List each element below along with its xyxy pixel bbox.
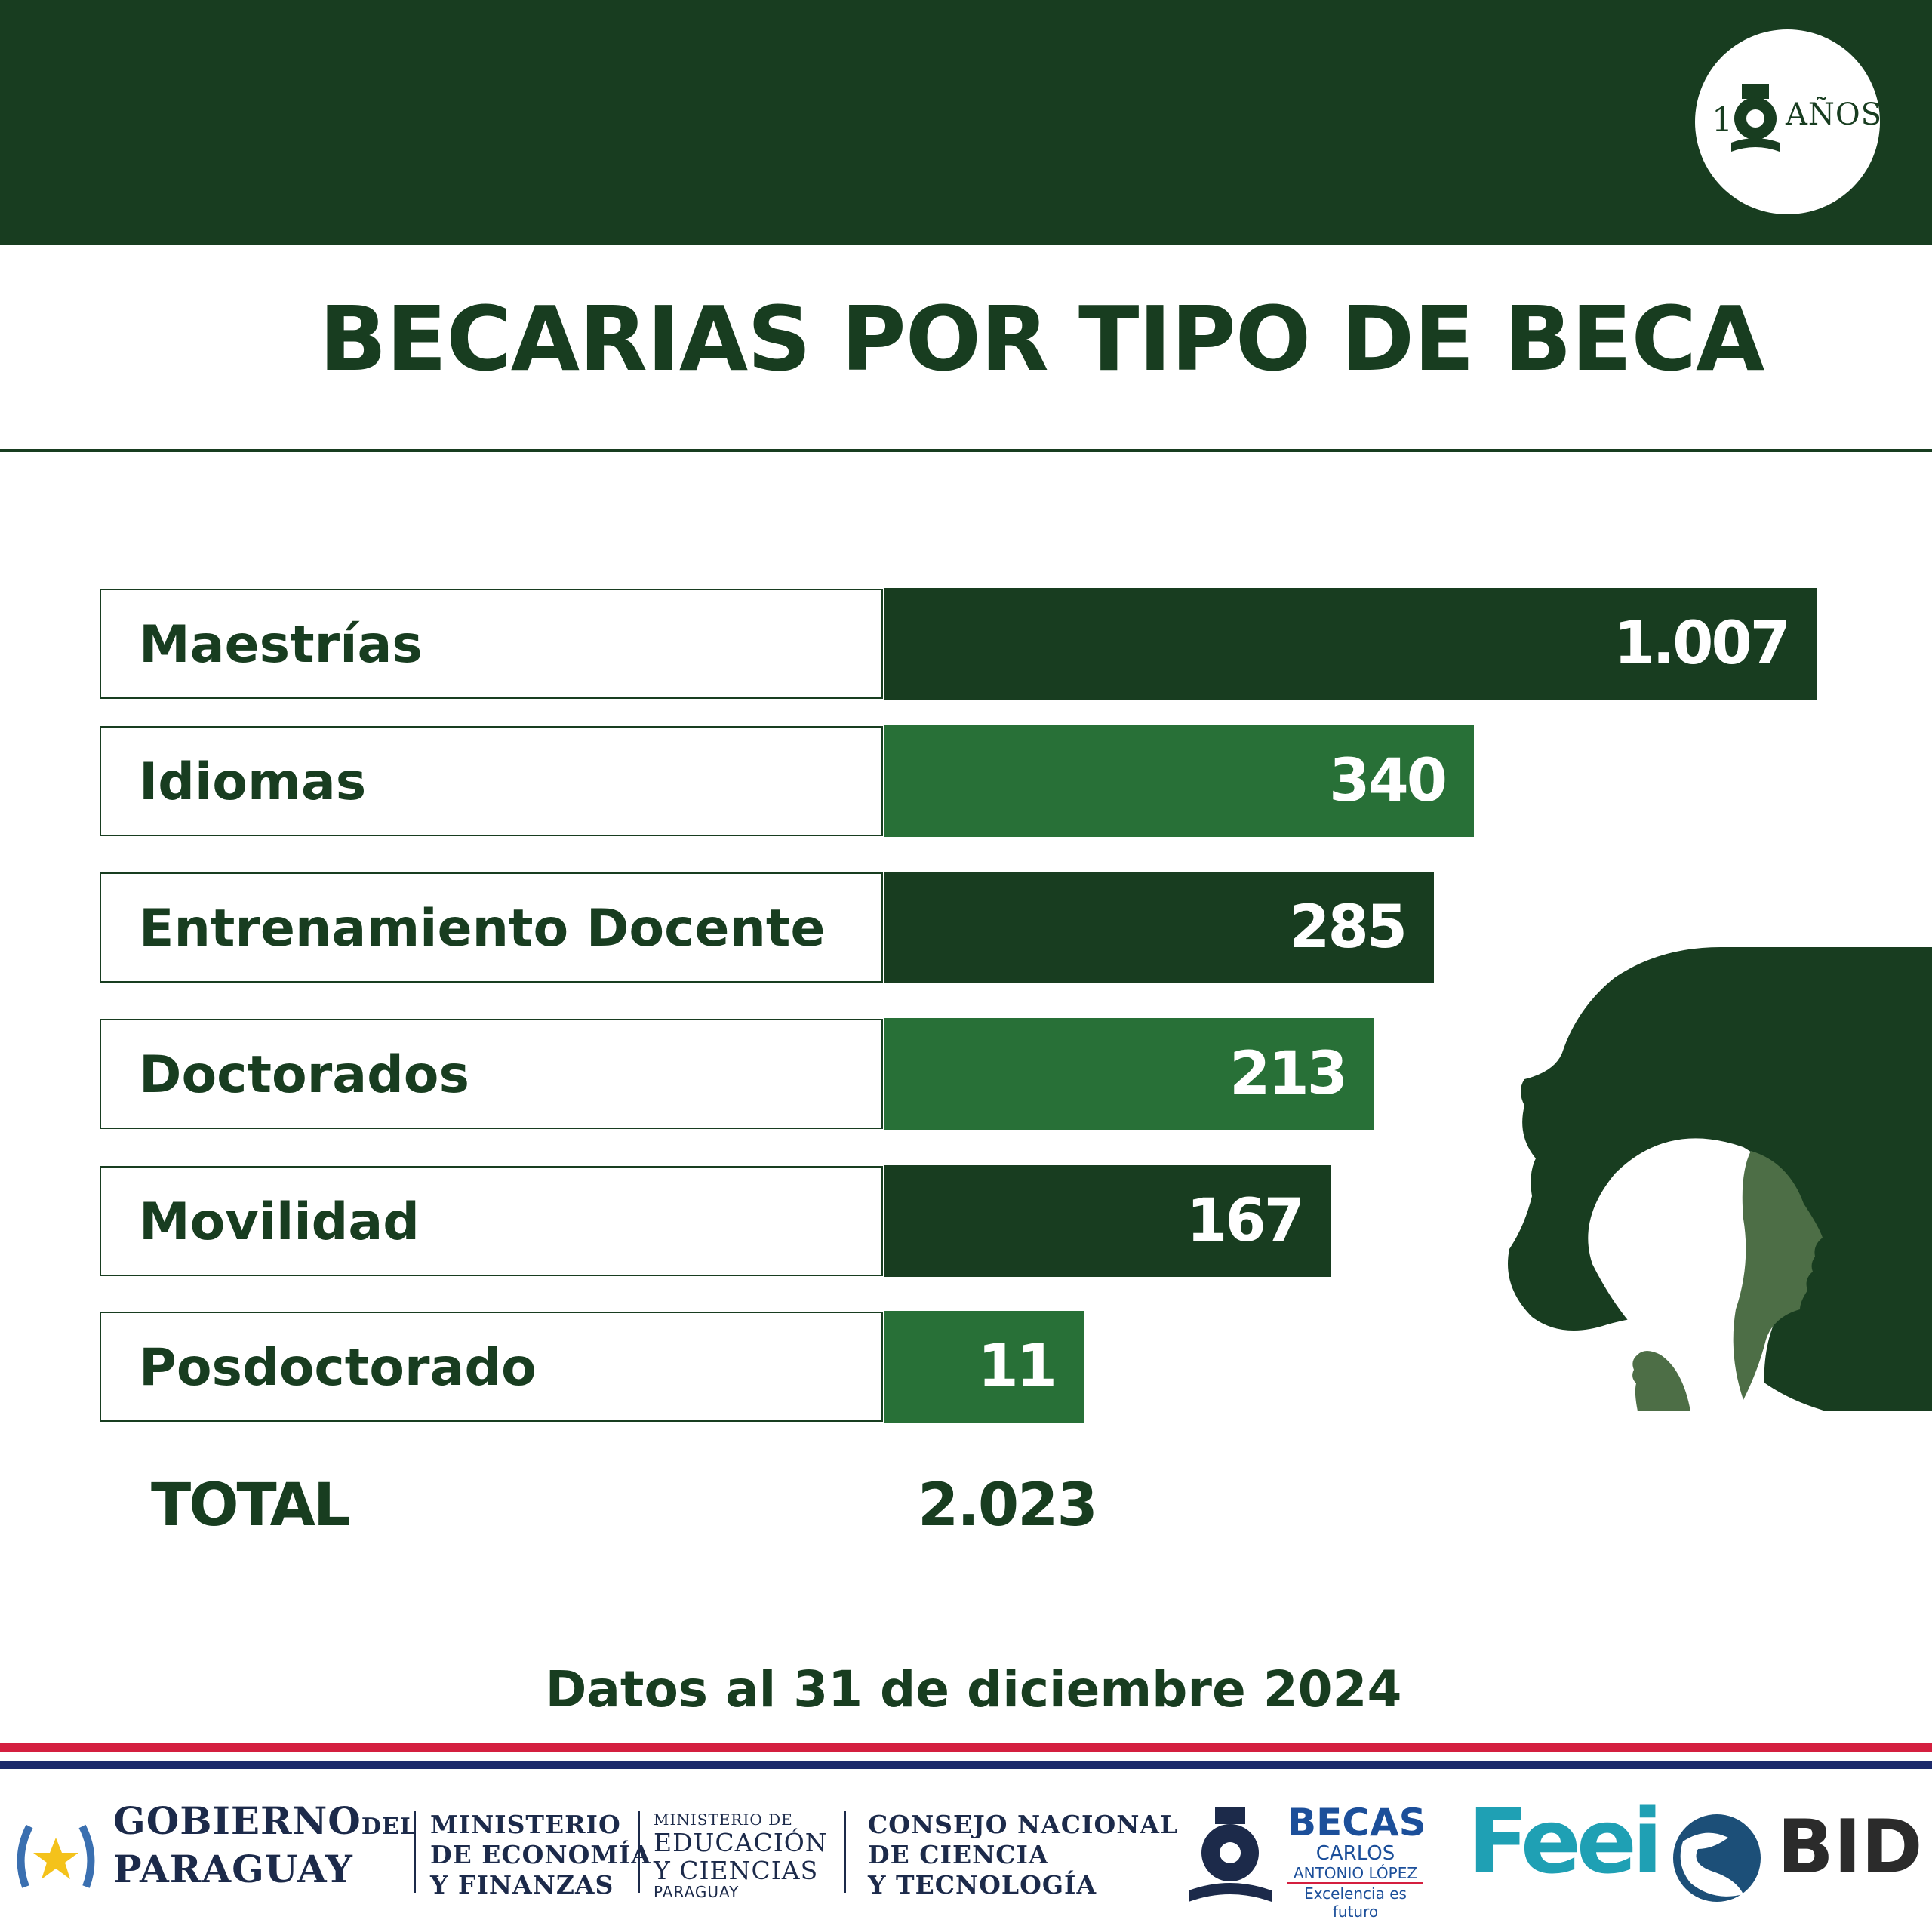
- category-box: Maestrías: [100, 589, 883, 699]
- becas-title: BECAS: [1287, 1801, 1426, 1844]
- mef-line1: MINISTERIO: [430, 1810, 621, 1839]
- mef-line3: Y FINANZAS: [430, 1870, 614, 1900]
- gobierno-line2: PARAGUAY: [113, 1847, 353, 1891]
- bar: 1.007: [884, 588, 1817, 700]
- bar: 167: [884, 1165, 1331, 1277]
- bar: 340: [884, 725, 1474, 837]
- flag-stripe-blue: [0, 1761, 1932, 1769]
- conacyt-logo: CONSEJO NACIONAL DE CIENCIA Y TECNOLOGÍA: [868, 1810, 1178, 1900]
- category-box: Idiomas: [100, 726, 883, 836]
- becas-carlos-antonio-lopez-logo: BECAS CARLOS ANTONIO LÓPEZ Excelencia es…: [1287, 1801, 1426, 1921]
- category-label: Posdoctorado: [139, 1338, 537, 1398]
- paraguay-coat-of-arms-icon: [17, 1824, 95, 1888]
- gobierno-paraguay-logo: GOBIERNODEL PARAGUAY: [113, 1800, 417, 1890]
- category-label: Doctorados: [139, 1045, 469, 1105]
- ten-years-badge: 1 AÑOS: [1695, 29, 1883, 214]
- mec-small: MINISTERIO DE: [654, 1810, 793, 1829]
- page-title: BECARIAS POR TIPO DE BECA: [318, 287, 1765, 391]
- gobierno-line1: GOBIERNO: [113, 1798, 361, 1843]
- becas-tagline: Excelencia es futuro: [1304, 1884, 1407, 1921]
- mec-line2: Y CIENCIAS: [654, 1856, 819, 1885]
- becas-sub2: ANTONIO LÓPEZ: [1287, 1864, 1423, 1884]
- flag-stripe-red: [0, 1743, 1932, 1752]
- mef-line2: DE ECONOMÍA: [430, 1840, 651, 1869]
- bar: 213: [884, 1018, 1374, 1130]
- conacyt-line2: DE CIENCIA: [868, 1840, 1049, 1869]
- becas-locomotive-icon: [1189, 1807, 1272, 1902]
- bar-value-label: 1.007: [1614, 610, 1791, 678]
- footer-separator: [414, 1811, 416, 1893]
- bar: 11: [884, 1311, 1084, 1423]
- bid-logo: BID: [1777, 1804, 1923, 1890]
- mec-country: PARAGUAY: [654, 1883, 740, 1901]
- locomotive-book-icon: 1: [1712, 84, 1780, 152]
- bar-value-label: 167: [1186, 1187, 1305, 1255]
- conacyt-line3: Y TECNOLOGÍA: [868, 1870, 1097, 1900]
- conacyt-line1: CONSEJO NACIONAL: [868, 1810, 1179, 1839]
- bar-value-label: 11: [977, 1333, 1057, 1401]
- total-value: 2.023: [918, 1472, 1098, 1540]
- data-date-note: Datos al 31 de diciembre 2024: [545, 1660, 1402, 1718]
- category-label: Idiomas: [139, 752, 367, 812]
- bid-globe-icon: [1673, 1814, 1761, 1902]
- category-box: Movilidad: [100, 1166, 883, 1276]
- category-box: Posdoctorado: [100, 1312, 883, 1422]
- mec-line1: EDUCACIÓN: [654, 1828, 828, 1857]
- bar-value-label: 340: [1329, 747, 1447, 815]
- flag-stripe-white: [0, 1752, 1932, 1760]
- becas-sub1: CARLOS: [1315, 1842, 1395, 1865]
- category-label: Entrenamiento Docente: [139, 899, 826, 958]
- footer-separator: [844, 1811, 846, 1893]
- bar-value-label: 285: [1289, 894, 1407, 961]
- category-label: Movilidad: [139, 1192, 420, 1252]
- total-label: TOTAL: [151, 1472, 351, 1540]
- category-box: Doctorados: [100, 1019, 883, 1129]
- gobierno-del: DEL: [361, 1814, 417, 1840]
- category-box: Entrenamiento Docente: [100, 872, 883, 983]
- women-silhouette-illustration: [1508, 947, 1932, 1411]
- badge-number-prefix: 1: [1712, 101, 1733, 140]
- category-label: Maestrías: [139, 615, 423, 675]
- badge-text: AÑOS: [1786, 97, 1883, 132]
- bar: 285: [884, 872, 1434, 983]
- mef-logo: MINISTERIO DE ECONOMÍA Y FINANZAS: [430, 1810, 651, 1900]
- feei-logo: Feei: [1468, 1789, 1663, 1894]
- mec-logo: MINISTERIO DE EDUCACIÓN Y CIENCIAS PARAG…: [654, 1811, 828, 1900]
- title-divider: [0, 449, 1932, 452]
- header-band: 1 AÑOS: [0, 0, 1932, 245]
- bar-value-label: 213: [1229, 1040, 1348, 1108]
- footer-separator: [638, 1811, 640, 1893]
